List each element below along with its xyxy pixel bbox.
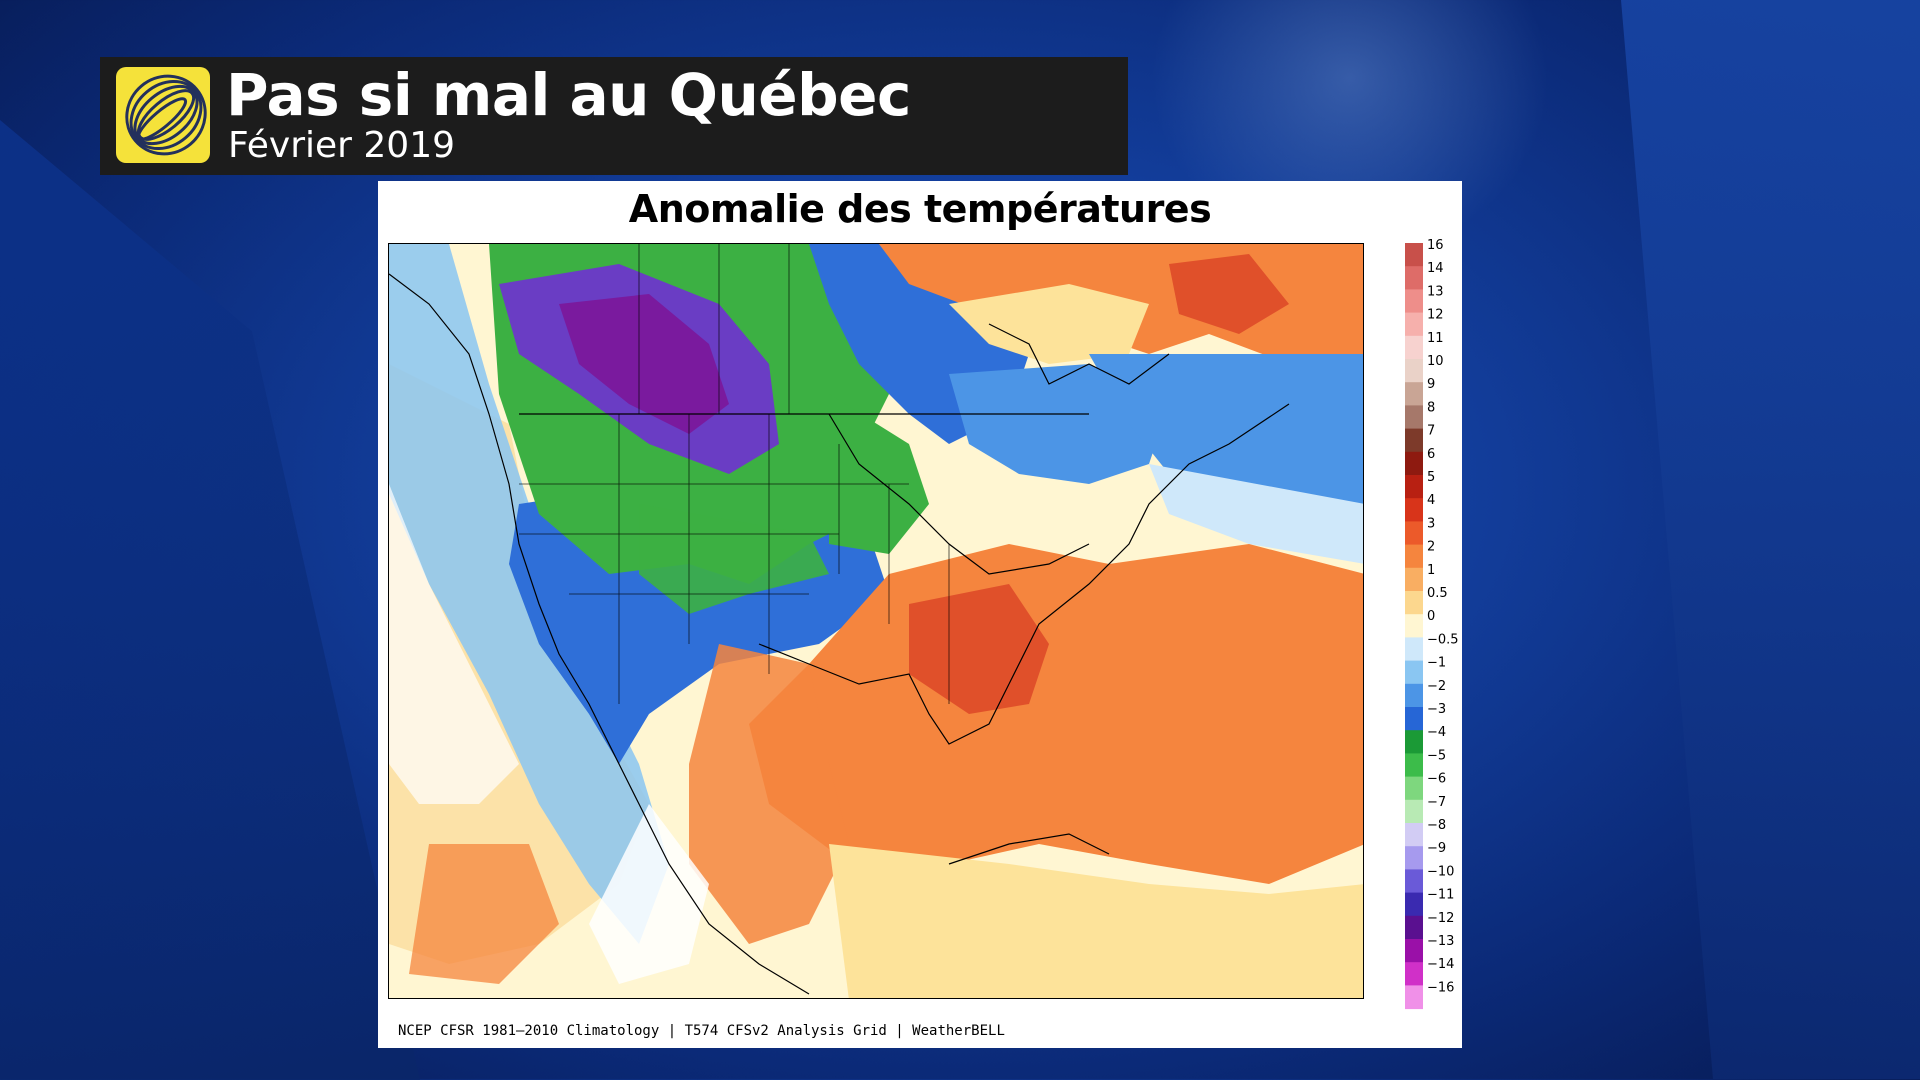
coastlines [389, 273, 1290, 995]
legend-swatch [1405, 730, 1423, 754]
legend-swatch [1405, 869, 1423, 894]
legend-label: −7 [1427, 795, 1446, 810]
legend-label: −11 [1427, 888, 1454, 903]
legend-swatch [1405, 799, 1423, 824]
map-panel: Anomalie des températures [378, 181, 1462, 1048]
map-title: Anomalie des températures [628, 187, 1212, 231]
cold-green-plains [639, 504, 829, 614]
temperature-anomaly-map [388, 243, 1364, 999]
legend-label: −3 [1427, 702, 1446, 717]
legend-swatch [1405, 335, 1423, 360]
legend-label: 8 [1427, 400, 1435, 415]
legend-label: 11 [1427, 331, 1444, 346]
caribbean-light-warm [829, 844, 1363, 998]
legend-swatch [1405, 915, 1423, 940]
legend-label: 2 [1427, 540, 1435, 555]
legend-label: 16 [1427, 238, 1444, 253]
legend-label: −16 [1427, 980, 1454, 995]
legend-label: 4 [1427, 493, 1435, 508]
legend-label: −10 [1427, 864, 1454, 879]
legend-swatch [1405, 846, 1423, 870]
legend-swatch [1405, 243, 1423, 267]
legend-swatch [1405, 475, 1423, 499]
cold-green-lakes [829, 394, 929, 554]
legend-swatch [1405, 312, 1423, 337]
southeast-hot-core [909, 584, 1049, 714]
legend-label: 3 [1427, 516, 1435, 531]
state-borders [519, 244, 950, 704]
legend-swatch [1405, 753, 1423, 778]
pacific-mexico-neutral [589, 804, 709, 984]
legend-label: 7 [1427, 424, 1435, 439]
legend-label: −13 [1427, 934, 1454, 949]
greenland-light-warm [949, 284, 1149, 364]
globe-logo-icon [116, 67, 210, 163]
legend-swatch [1405, 637, 1423, 662]
legend-label: −8 [1427, 818, 1446, 833]
legend-swatch [1405, 544, 1423, 569]
legend-label: 0.5 [1427, 586, 1448, 601]
north-atlantic-neutral [1149, 464, 1363, 564]
legend-label: −4 [1427, 725, 1446, 740]
legend-swatch [1405, 892, 1423, 917]
legend-swatch [1405, 567, 1423, 592]
southeast-warm-region [749, 544, 1363, 884]
background-shape-left [0, 120, 420, 1080]
legend-swatch [1405, 382, 1423, 406]
legend-swatch [1405, 451, 1423, 476]
legend-label: 6 [1427, 447, 1435, 462]
page-subtitle: Février 2019 [228, 125, 456, 166]
legend-swatch [1405, 939, 1423, 963]
legend-label: 1 [1427, 563, 1435, 578]
pacific-neutral-patch [389, 484, 519, 804]
cold-magenta-core [559, 294, 729, 434]
greenland-hot-spot [1169, 254, 1289, 334]
legend-label: −1 [1427, 656, 1446, 671]
map-credit: NCEP CFSR 1981–2010 Climatology | T574 C… [398, 1023, 1005, 1039]
legend-label: −14 [1427, 957, 1454, 972]
mexico-warm-region [689, 644, 849, 944]
legend-swatch [1405, 266, 1423, 290]
legend-label: −6 [1427, 772, 1446, 787]
legend-swatch [1405, 521, 1423, 546]
legend-swatch [1405, 683, 1423, 708]
legend-label: 12 [1427, 308, 1444, 323]
legend-label: −12 [1427, 911, 1454, 926]
legend-swatch [1405, 707, 1423, 731]
legend-swatch [1405, 823, 1423, 847]
legend-swatch [1405, 985, 1423, 1010]
legend-label: 10 [1427, 354, 1444, 369]
legend-swatch [1405, 962, 1423, 986]
legend-swatch [1405, 591, 1423, 615]
legend-label: −5 [1427, 748, 1446, 763]
page-title: Pas si mal au Québec [226, 61, 911, 129]
legend-label: 13 [1427, 284, 1444, 299]
legend-swatch [1405, 359, 1423, 383]
legend-label: −2 [1427, 679, 1446, 694]
pacific-warm-patch [409, 844, 559, 984]
legend-swatch [1405, 660, 1423, 685]
color-legend: 16 14 13 12 11 10 9 8 7 6 5 4 3 2 1 0.5 0 −0.5 −1 −2 −3 −4 −5 −… [1405, 233, 1462, 1010]
legend-swatch [1405, 289, 1423, 314]
legend-swatch [1405, 776, 1423, 801]
legend-label: 14 [1427, 261, 1444, 276]
legend-label: 5 [1427, 470, 1435, 485]
legend-swatch [1405, 428, 1423, 453]
title-bar: Pas si mal au Québec Février 2019 [100, 57, 1128, 175]
legend-swatch [1405, 614, 1423, 638]
legend-swatch [1405, 498, 1423, 522]
legend-label: 0 [1427, 609, 1435, 624]
legend-label: 9 [1427, 377, 1435, 392]
north-atlantic-blue [1089, 354, 1363, 534]
legend-label: −0.5 [1427, 632, 1459, 647]
legend-label: −9 [1427, 841, 1446, 856]
legend-swatch [1405, 405, 1423, 430]
